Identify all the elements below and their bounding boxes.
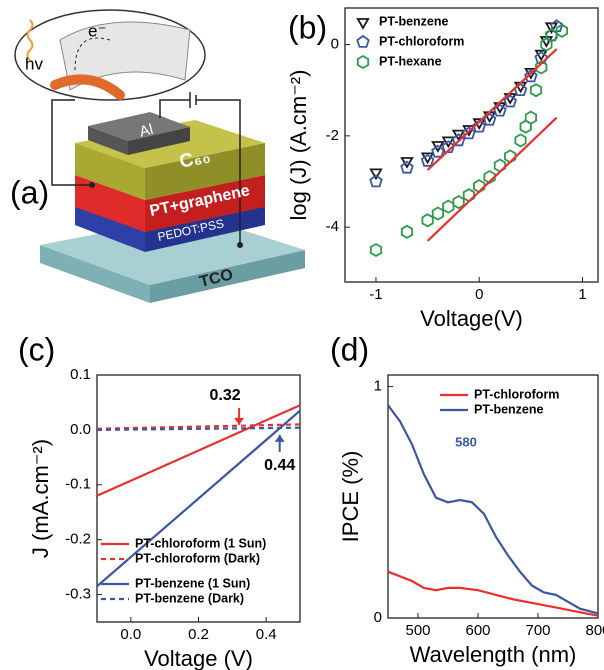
y-tick-label: -0.1 [65,476,91,493]
data-point [531,84,541,96]
data-line [388,572,598,616]
x-tick-label: 0.2 [188,626,209,643]
photon-label: hv [25,54,43,73]
y-tick-label: 0 [374,609,382,626]
legend-label: PT-hexane [379,54,442,68]
electron-label: e⁻ [88,21,106,40]
x-axis-label: Wavelength (nm) [410,642,577,667]
legend-label: PT-benzene (1 Sun) [135,576,250,590]
data-point [422,214,432,226]
x-tick-label: 500 [405,622,430,639]
y-axis-label: IPCE (%) [338,451,363,543]
y-axis-label: log (J) (A.cm⁻²) [286,70,311,221]
annotation-label: 580 [455,434,477,449]
y-tick-label: 1 [374,378,382,395]
x-tick-label: 0.0 [120,626,141,643]
wire [160,100,190,118]
data-line [388,405,598,613]
legend-label: PT-chloroform [474,387,559,401]
data-point [443,201,453,213]
legend-label: PT-chloroform (Dark) [135,551,260,565]
x-tick-label: 1 [578,286,586,303]
contact [89,182,95,188]
y-tick-label: -0.2 [65,531,91,548]
legend-marker [358,19,368,28]
chart-panel: (c) Voltage (V) J (mA.cm⁻²) 0.0 0.2 0.4 -0.3 -0… [18,331,300,670]
x-tick-label: 800 [585,622,604,639]
data-point [371,169,381,178]
data-line [428,49,557,170]
legend-label: PT-benzene [474,402,544,416]
legend-marker [358,56,368,68]
legend-marker [357,36,368,47]
data-line [428,118,557,241]
contact [237,242,243,248]
x-axis-label: Voltage (V) [144,646,253,670]
panel-label: (b) [288,9,327,45]
y-tick-label: 0 [331,36,339,53]
panel-label: (a) [10,174,49,210]
x-axis-label: Voltage(V) [420,306,523,331]
y-axis-label: J (mA.cm⁻²) [28,439,53,558]
legend-label: PT-chloroform [379,34,464,48]
y-tick-label: -2 [326,127,339,144]
y-tick-label: -4 [326,218,339,235]
chart-panel: (d) Wavelength (nm) IPCE (%) 500 600 700 800 0 1… [330,331,604,666]
data-point [371,244,381,256]
data-point [433,208,443,220]
data-line [97,405,300,496]
chart-panel: (b) Voltage(V) log (J) (A.cm⁻²) -1 0 1 -4 -2 0 PT… [286,8,598,331]
y-tick-label: 0.0 [70,421,91,438]
x-tick-label: 0.4 [256,626,277,643]
data-point [515,134,525,146]
figure: hv e⁻ (a) Al C₆₀ PT+graphene PEDOT:PSS T… [0,0,604,670]
device-diagram: hv e⁻ (a) Al C₆₀ PT+graphene PEDOT:PSS T… [10,10,305,303]
legend-label: PT-benzene [379,14,449,28]
annotation-label: 0.32 [210,387,241,404]
data-point [526,112,536,124]
panel-label: (c) [18,331,55,367]
x-tick-label: 600 [465,622,490,639]
legend-label: PT-benzene (Dark) [135,591,244,605]
y-tick-label: 0.1 [70,366,91,383]
legend-label: PT-chloroform (1 Sun) [135,536,266,550]
arrow-head [234,418,244,425]
x-tick-label: 0 [475,286,483,303]
annotation-label: 0.44 [264,457,295,474]
data-point [402,226,412,238]
y-tick-label: -0.3 [65,586,91,603]
arrow-head [275,435,285,442]
x-tick-label: -1 [369,286,382,303]
plot-frame [345,8,598,282]
panel-label: (d) [330,331,369,367]
x-tick-label: 700 [525,622,550,639]
